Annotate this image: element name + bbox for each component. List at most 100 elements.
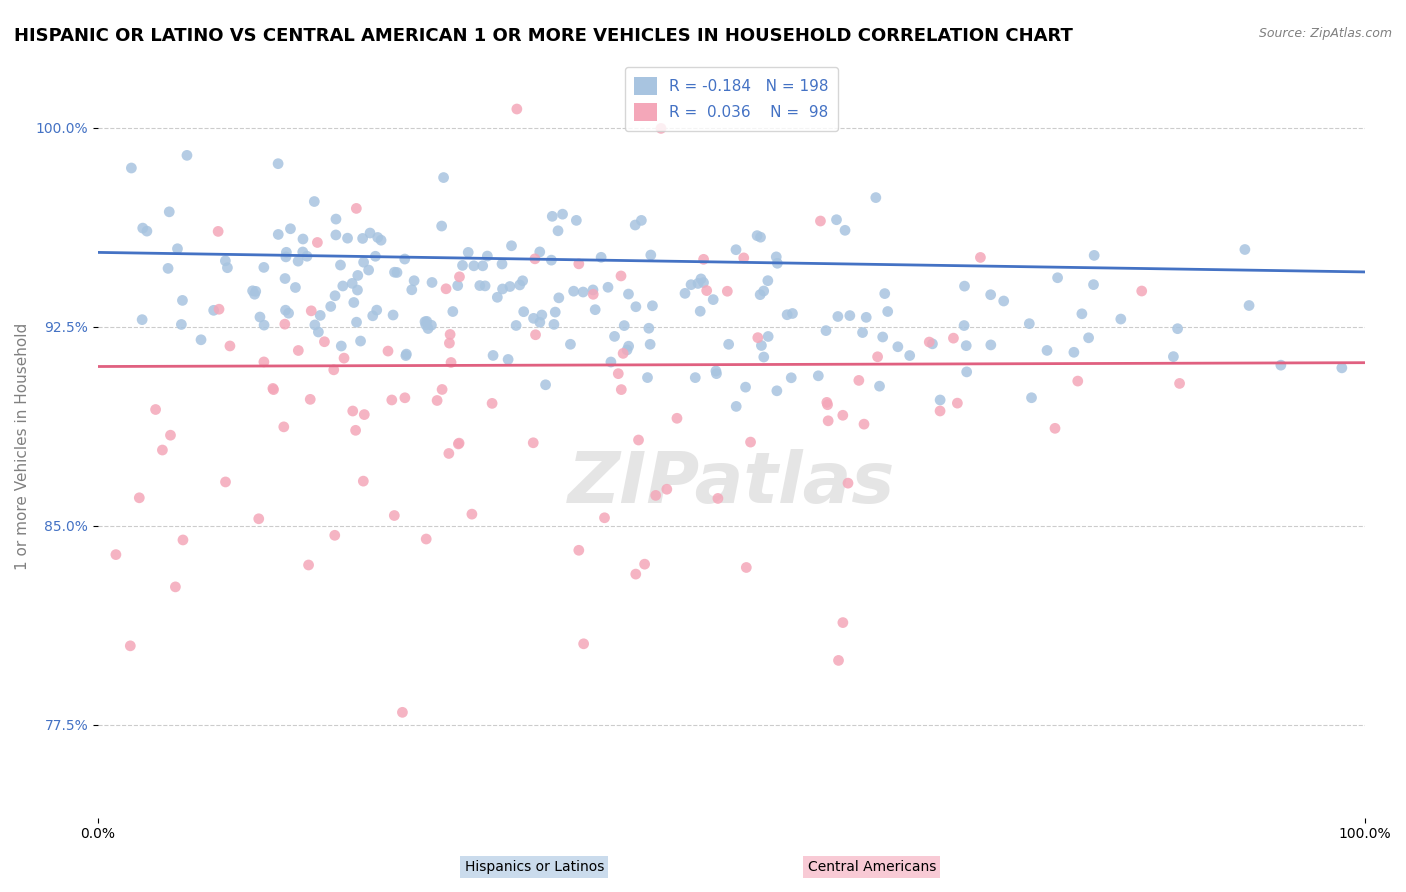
Point xyxy=(591,250,613,264)
Point xyxy=(1046,270,1069,285)
Point xyxy=(297,558,319,572)
Point xyxy=(1083,277,1105,292)
Point xyxy=(572,285,595,299)
Point xyxy=(449,269,471,284)
Point xyxy=(572,637,595,651)
Point xyxy=(323,528,346,542)
Point xyxy=(855,310,877,325)
Point xyxy=(506,102,529,116)
Point xyxy=(415,318,437,332)
Point xyxy=(415,532,437,546)
Point xyxy=(1070,307,1092,321)
Point xyxy=(219,339,242,353)
Point xyxy=(468,278,491,293)
Point xyxy=(565,213,588,227)
Point xyxy=(104,548,127,562)
Point xyxy=(540,253,562,268)
Point xyxy=(217,260,239,275)
Point xyxy=(702,293,724,307)
Point xyxy=(451,259,474,273)
Point xyxy=(782,306,804,320)
Point xyxy=(249,310,271,324)
Point xyxy=(766,256,789,270)
Point xyxy=(807,368,830,383)
Point xyxy=(486,290,509,304)
Point xyxy=(780,371,803,385)
Point xyxy=(395,347,418,361)
Point xyxy=(263,383,285,397)
Point xyxy=(637,321,659,335)
Point xyxy=(357,263,380,277)
Point xyxy=(582,287,605,301)
Point xyxy=(367,230,389,244)
Point xyxy=(299,303,322,318)
Legend: R = -0.184   N = 198, R =  0.036    N =  98: R = -0.184 N = 198, R = 0.036 N = 98 xyxy=(624,68,838,130)
Point xyxy=(332,279,354,293)
Point xyxy=(309,309,332,323)
Point xyxy=(692,252,714,267)
Point xyxy=(440,355,463,369)
Point xyxy=(274,317,297,331)
Point xyxy=(474,278,496,293)
Point xyxy=(956,365,979,379)
Point xyxy=(993,293,1015,308)
Point xyxy=(385,265,408,279)
Point xyxy=(157,261,180,276)
Point xyxy=(491,282,513,296)
Point xyxy=(696,284,718,298)
Point xyxy=(617,287,640,301)
Point xyxy=(876,304,898,318)
Point xyxy=(242,284,264,298)
Point xyxy=(346,283,368,297)
Point xyxy=(752,350,775,364)
Point xyxy=(176,148,198,162)
Point xyxy=(547,291,569,305)
Point xyxy=(613,318,636,333)
Point xyxy=(344,202,367,216)
Point xyxy=(273,420,295,434)
Point xyxy=(524,327,547,342)
Point xyxy=(382,308,405,322)
Point xyxy=(382,508,405,523)
Point xyxy=(692,276,714,290)
Point xyxy=(165,580,187,594)
Point xyxy=(1233,243,1256,257)
Point xyxy=(364,249,387,263)
Point xyxy=(274,250,297,264)
Point xyxy=(346,268,368,283)
Point xyxy=(725,400,748,414)
Point xyxy=(717,337,740,351)
Point xyxy=(946,396,969,410)
Point xyxy=(747,228,769,243)
Point xyxy=(166,242,188,256)
Point xyxy=(307,325,329,339)
Point xyxy=(394,252,416,266)
Point xyxy=(756,329,779,343)
Point xyxy=(637,370,659,384)
Point xyxy=(953,318,976,333)
Point xyxy=(120,639,142,653)
Point xyxy=(704,364,727,378)
Point xyxy=(593,510,616,524)
Point xyxy=(607,367,630,381)
Point xyxy=(432,170,454,185)
Point xyxy=(352,231,374,245)
Point xyxy=(463,259,485,273)
Point xyxy=(437,446,460,460)
Point xyxy=(544,305,567,319)
Point xyxy=(253,318,276,332)
Point xyxy=(616,343,638,357)
Point xyxy=(245,285,267,299)
Text: Hispanics or Latinos: Hispanics or Latinos xyxy=(464,860,605,874)
Point xyxy=(650,121,672,136)
Point xyxy=(630,213,652,227)
Point xyxy=(633,557,655,571)
Point xyxy=(336,231,359,245)
Point xyxy=(132,221,155,235)
Point xyxy=(353,408,375,422)
Point xyxy=(898,349,921,363)
Point xyxy=(434,282,457,296)
Point xyxy=(152,443,174,458)
Point xyxy=(267,227,290,242)
Point xyxy=(342,277,364,291)
